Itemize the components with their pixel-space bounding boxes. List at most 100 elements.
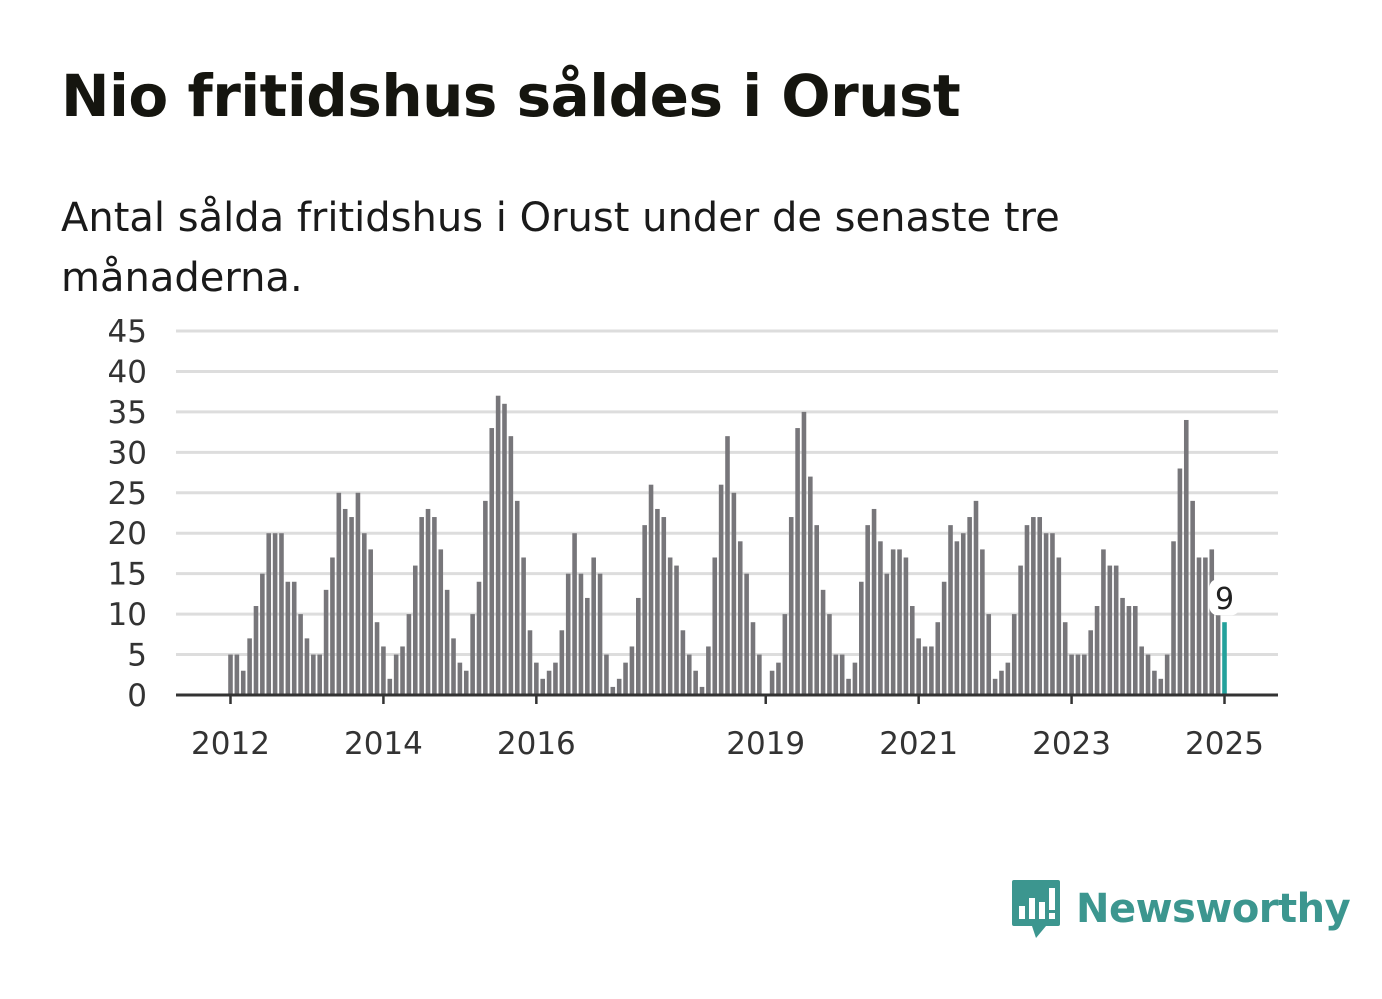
bar [578, 573, 584, 695]
bar [291, 581, 297, 695]
bar [903, 557, 909, 695]
bar [980, 549, 985, 695]
bar [323, 589, 329, 695]
chart-title: Nio fritidshus såldes i Orust [61, 62, 961, 130]
bar [782, 614, 788, 695]
bar [1145, 654, 1151, 695]
bar [878, 541, 883, 695]
bar [1062, 622, 1068, 695]
bar [1094, 606, 1100, 695]
bar [1075, 654, 1081, 695]
bar [1043, 533, 1049, 695]
bar [298, 614, 303, 695]
bar [476, 581, 482, 695]
bar [929, 646, 934, 695]
bar [808, 476, 813, 695]
bar [374, 622, 380, 695]
bar [228, 654, 233, 695]
bar [871, 508, 877, 695]
bar [1203, 557, 1208, 695]
bar [285, 581, 291, 695]
bar [565, 573, 571, 695]
bar [1171, 541, 1176, 695]
y-tick-label: 20 [108, 516, 147, 552]
bar [801, 411, 807, 695]
bar [336, 492, 342, 695]
bar [973, 500, 979, 695]
x-tick-label: 2021 [879, 726, 958, 762]
bar [922, 646, 928, 695]
bar [827, 614, 832, 695]
bar [992, 678, 998, 695]
bar [859, 581, 864, 695]
bar [1024, 525, 1030, 695]
bar [1101, 549, 1106, 695]
bar [387, 678, 393, 695]
bar [852, 662, 858, 695]
bar [444, 589, 450, 695]
bar [795, 428, 800, 695]
bar [1133, 606, 1138, 695]
bar [419, 517, 424, 695]
bar [470, 614, 475, 695]
bar [330, 557, 335, 695]
bar [820, 589, 826, 695]
y-tick-label: 45 [108, 314, 147, 350]
bar [1196, 557, 1202, 695]
bar [438, 549, 444, 695]
bar [1152, 670, 1157, 695]
brand-name: Newsworthy [1076, 886, 1351, 932]
bar [406, 614, 412, 695]
bar [718, 484, 724, 695]
bar [495, 395, 501, 695]
bar [636, 597, 641, 695]
bar [393, 654, 399, 695]
bar [1158, 678, 1164, 695]
bar [591, 557, 596, 695]
bar [737, 541, 743, 695]
bar [616, 678, 622, 695]
bar [916, 638, 921, 695]
bar [712, 557, 718, 695]
newsworthy-logo: Newsworthy [1010, 878, 1351, 940]
bar [1031, 517, 1036, 695]
bar [674, 565, 679, 695]
bar [941, 581, 947, 695]
bar [311, 654, 316, 695]
bar [234, 654, 240, 695]
bar [1190, 500, 1195, 695]
bar [629, 646, 635, 695]
bar [731, 492, 737, 695]
y-tick-label: 5 [127, 638, 147, 674]
bar [757, 654, 762, 695]
bar [769, 670, 775, 695]
bar [890, 549, 896, 695]
bar [1183, 419, 1189, 695]
bar [1018, 565, 1023, 695]
bar [240, 670, 246, 695]
chart-subtitle: Antal sålda fritidshus i Orust under de … [61, 195, 1060, 301]
bar [272, 533, 278, 695]
bar [986, 614, 992, 695]
y-tick-label: 40 [108, 354, 147, 390]
bar [1126, 606, 1132, 695]
bar [776, 662, 781, 695]
bar [897, 549, 902, 695]
bar [1107, 565, 1113, 695]
bar [349, 517, 354, 695]
bar [342, 508, 348, 695]
bar [909, 606, 915, 695]
bar [680, 630, 686, 695]
bar [967, 517, 972, 695]
bar [744, 573, 749, 695]
bar [750, 622, 756, 695]
bar [706, 646, 711, 695]
bar [432, 517, 437, 695]
bar [623, 662, 628, 695]
bar [833, 654, 839, 695]
bar [1088, 630, 1093, 695]
bar [502, 403, 507, 695]
y-tick-label: 15 [108, 557, 147, 593]
bar [508, 436, 514, 695]
